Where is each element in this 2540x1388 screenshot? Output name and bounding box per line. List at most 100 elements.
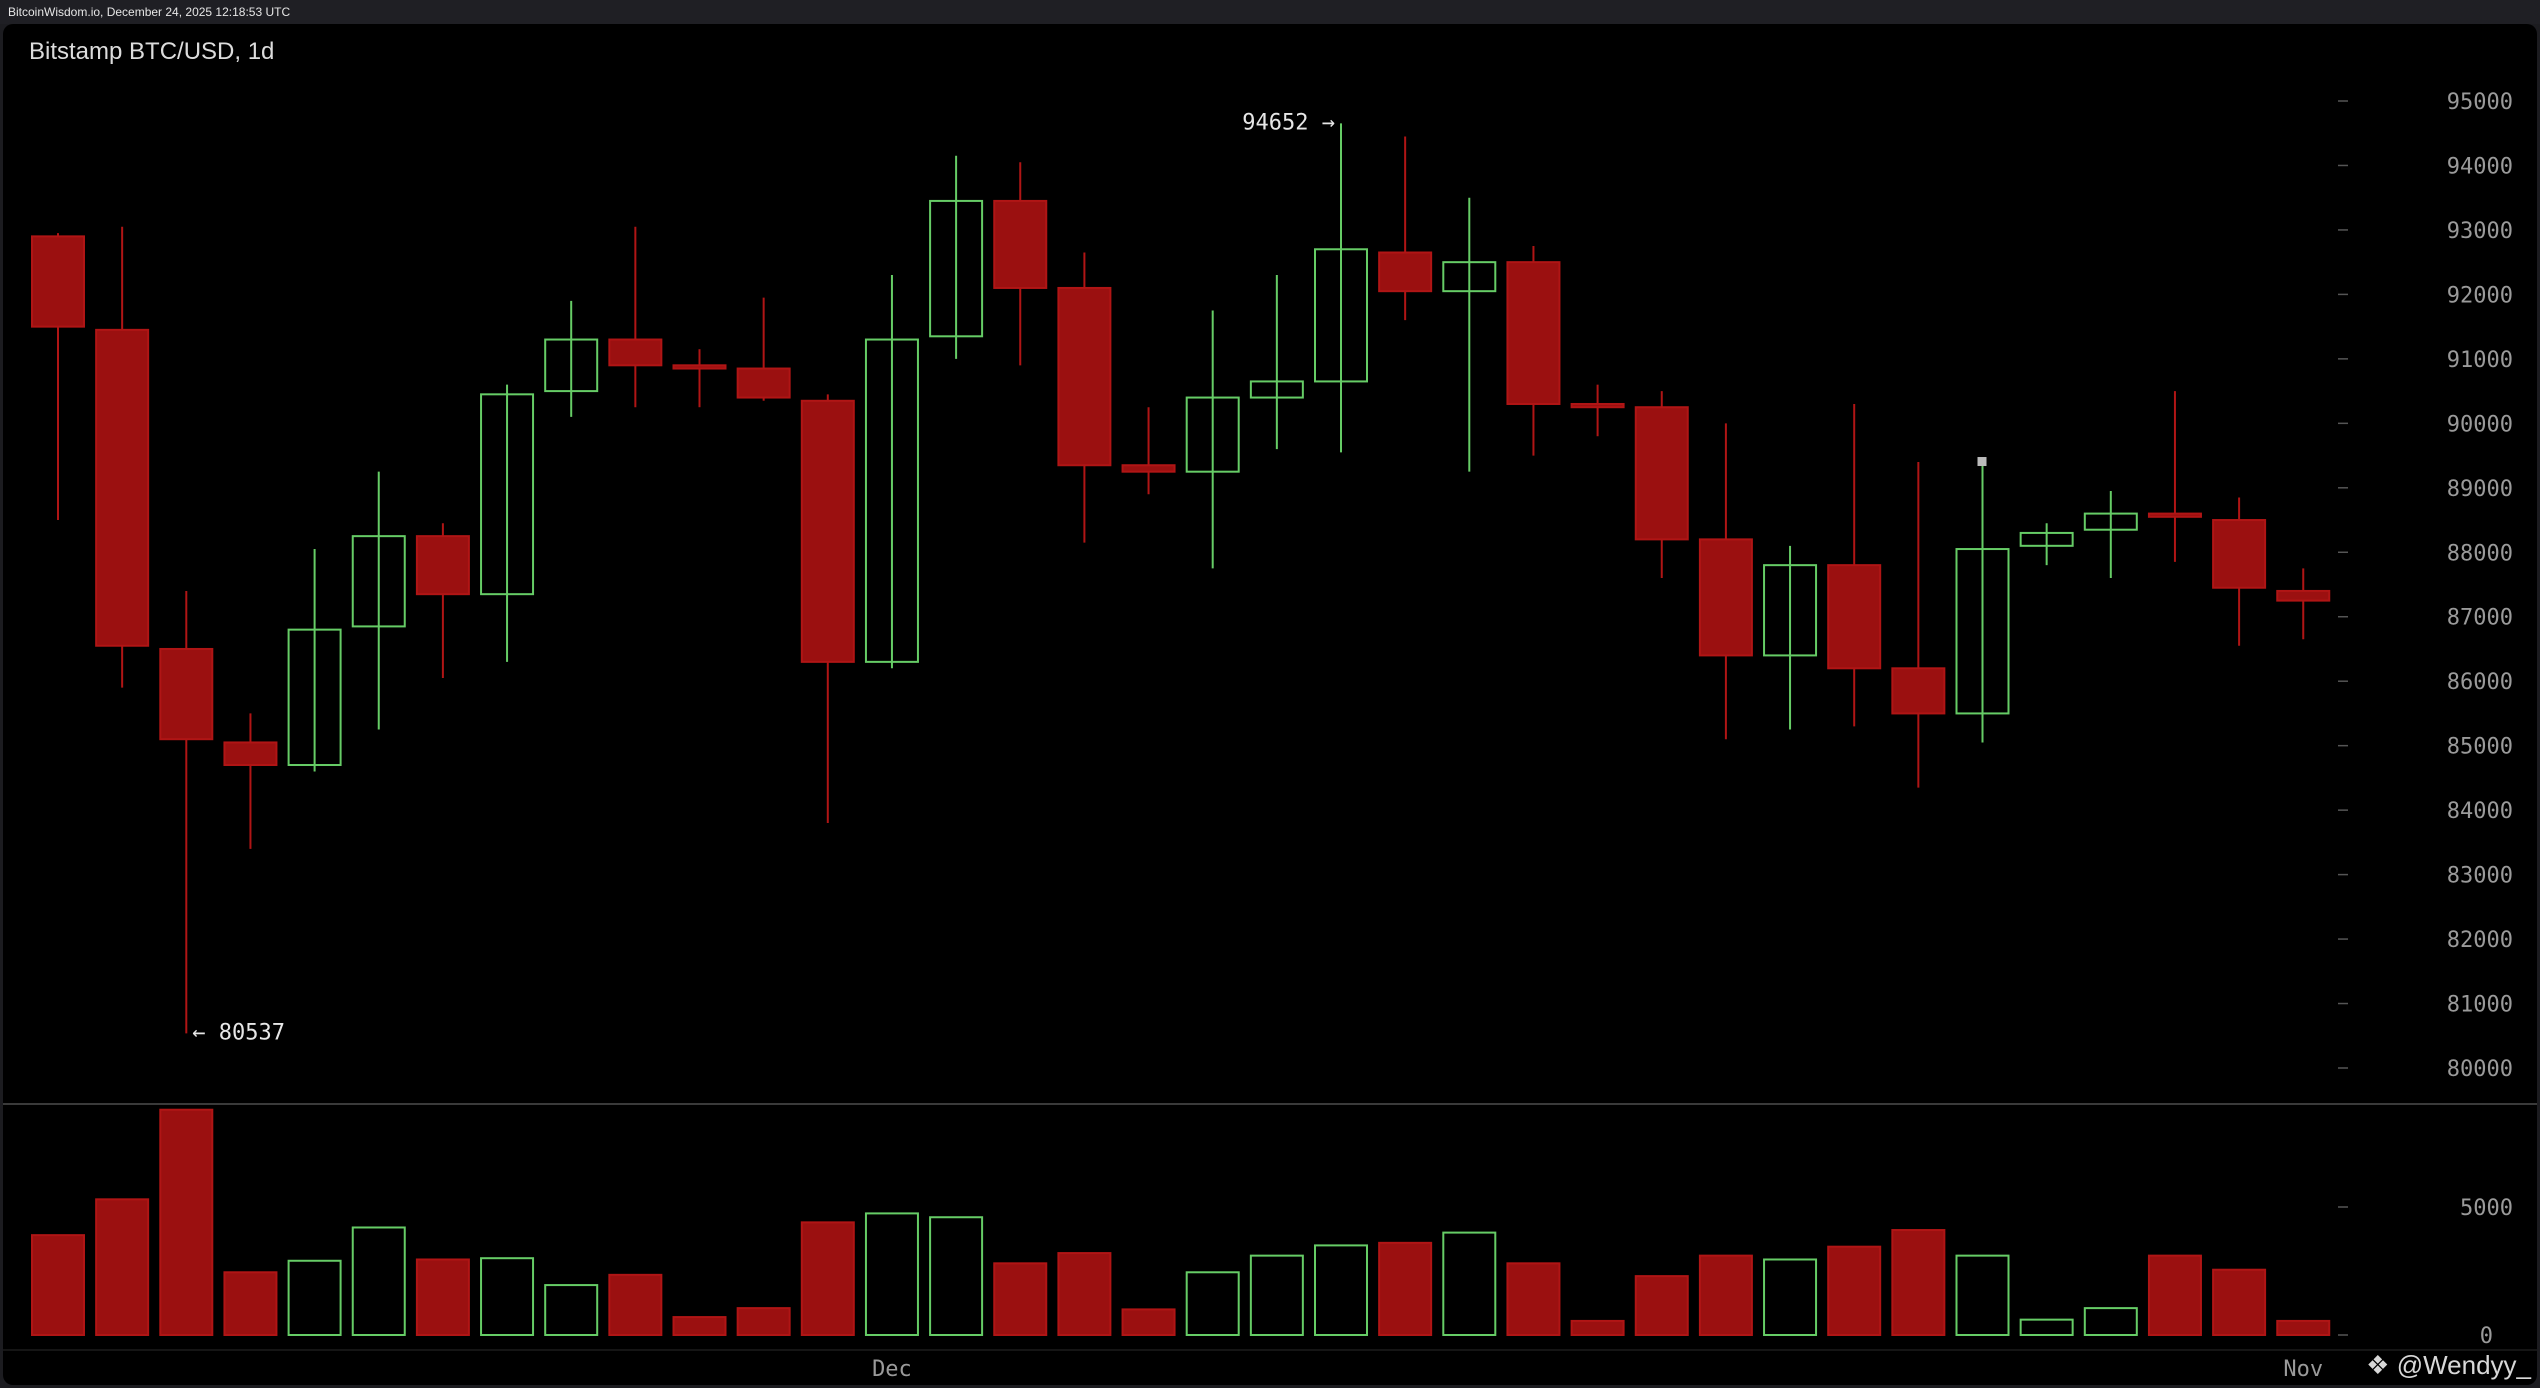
candle-body [1698, 538, 1753, 657]
volume-bar [2276, 1319, 2331, 1337]
price-tick-label: 91000 [2447, 348, 2513, 373]
price-tick-label: 80000 [2447, 1057, 2513, 1082]
candle-body [159, 647, 214, 741]
header-timestamp: BitcoinWisdom.io, December 24, 2025 12:1… [8, 5, 291, 19]
candle-body [1185, 396, 1240, 473]
volume-bar [2147, 1254, 2202, 1337]
volume-bar [1891, 1229, 1946, 1337]
candle-body [1891, 667, 1946, 715]
watermark-handle: @Wendyy_ [2396, 1350, 2531, 1380]
volume-bar [1378, 1241, 1433, 1336]
volume-bar [1955, 1254, 2010, 1337]
price-tick-label: 82000 [2447, 928, 2513, 953]
candle-body [31, 235, 85, 328]
candle-body [608, 338, 663, 367]
candle-body [1763, 564, 1818, 657]
candle-body [1506, 261, 1561, 405]
candle-body [223, 741, 278, 767]
volume-bar [415, 1258, 470, 1336]
volume-bar [929, 1216, 984, 1336]
candlestick-chart[interactable]: 80000 81000 82000 83000 84000 85000 86000 87000… [3, 24, 2537, 1385]
price-tick-label: 85000 [2447, 735, 2513, 760]
volume-bar [1698, 1254, 1753, 1337]
marker-dot [1977, 457, 1987, 467]
watermark: ❖ @Wendyy_ [2366, 1350, 2531, 1381]
binance-logo-icon: ❖ [2366, 1350, 2397, 1380]
volume-bar [1121, 1308, 1176, 1337]
candle-body [672, 364, 727, 370]
volume-bar [1506, 1262, 1561, 1336]
volume-bar [287, 1259, 342, 1337]
volume-bar [2019, 1318, 2074, 1337]
price-tick-label: 88000 [2447, 541, 2513, 566]
volume-bar [993, 1262, 1048, 1336]
volume-bar [1057, 1252, 1112, 1336]
volume-bar [31, 1234, 85, 1337]
extreme-price-annotation: 94652 → [1242, 110, 1335, 135]
candle-body [1827, 564, 1882, 670]
volume-bar [544, 1284, 599, 1336]
candle-body [2083, 512, 2138, 531]
chart-panel[interactable]: 80000 81000 82000 83000 84000 85000 86000 87000… [3, 24, 2537, 1385]
candle-body [1249, 380, 1304, 399]
volume-bar [480, 1257, 535, 1336]
candle-body [415, 535, 470, 596]
volume-bar [864, 1212, 919, 1337]
volume-bar [736, 1307, 791, 1336]
candle-body [1570, 402, 1625, 409]
price-tick-label: 86000 [2447, 670, 2513, 695]
volume-bar [2083, 1307, 2138, 1336]
price-tick-label: 83000 [2447, 864, 2513, 889]
candle-body [800, 399, 855, 663]
time-axis-label: Dec [872, 1357, 912, 1382]
volume-bar [159, 1108, 214, 1336]
candle-body [351, 535, 406, 628]
price-tick-label: 95000 [2447, 90, 2513, 115]
candle-body [1057, 286, 1112, 467]
candle-body [736, 367, 791, 399]
candle-body [287, 628, 342, 767]
price-tick-label: 89000 [2447, 477, 2513, 502]
candle-body [2276, 589, 2331, 602]
volume-bar [223, 1271, 278, 1337]
volume-bar [1763, 1258, 1818, 1336]
chart-title: Bitstamp BTC/USD, 1d [29, 38, 275, 65]
candle-body [544, 338, 599, 393]
time-axis-label: Nov [2283, 1357, 2323, 1382]
price-tick-label: 87000 [2447, 606, 2513, 631]
price-tick-label: 92000 [2447, 283, 2513, 308]
candle-body [864, 338, 919, 663]
volume-tick-label: 0 [2480, 1324, 2493, 1349]
volume-bar [95, 1198, 150, 1336]
volume-bar [608, 1273, 663, 1336]
volume-bar [1570, 1319, 1625, 1337]
candle-body [95, 328, 150, 647]
volume-bar [1827, 1245, 1882, 1337]
volume-bar [2212, 1268, 2267, 1336]
price-tick-label: 81000 [2447, 993, 2513, 1018]
volume-bar [1314, 1244, 1368, 1337]
volume-bar [672, 1316, 727, 1336]
volume-bar [1634, 1275, 1689, 1336]
volume-bar [1249, 1254, 1304, 1337]
price-tick-label: 84000 [2447, 799, 2513, 824]
extreme-price-annotation: ← 80537 [192, 1020, 285, 1045]
candle-body [1634, 406, 1689, 541]
candle-body [1955, 548, 2010, 715]
candle-body [1378, 251, 1433, 293]
price-tick-label: 90000 [2447, 412, 2513, 437]
candle-body [1121, 464, 1176, 473]
volume-bar [800, 1221, 855, 1336]
price-tick-label: 94000 [2447, 154, 2513, 179]
volume-bar [351, 1226, 406, 1336]
volume-tick-label: 5000 [2460, 1196, 2513, 1221]
candle-body [993, 199, 1048, 289]
volume-bar [1185, 1271, 1240, 1337]
candle-body [2147, 512, 2202, 518]
volume-bar [1442, 1231, 1497, 1336]
price-tick-label: 93000 [2447, 219, 2513, 244]
header-bar: BitcoinWisdom.io, December 24, 2025 12:1… [0, 0, 2540, 24]
candle-body [1442, 261, 1497, 293]
candle-body [1314, 248, 1368, 383]
candle-body [2019, 531, 2074, 547]
